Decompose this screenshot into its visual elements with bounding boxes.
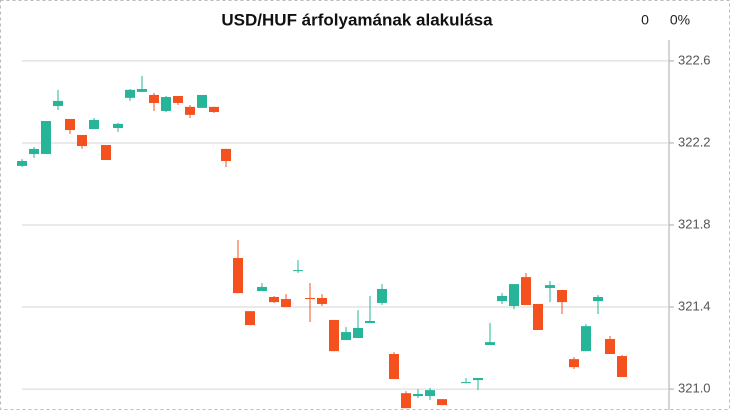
candle-body <box>521 277 531 305</box>
candle-body <box>485 342 495 345</box>
candle-body <box>473 378 483 381</box>
candle-body <box>101 145 111 160</box>
candle-body <box>605 339 615 355</box>
candle-body <box>509 284 519 307</box>
candle-body <box>341 332 351 341</box>
candle-body <box>413 394 423 397</box>
y-tick-label: 321.8 <box>678 216 711 231</box>
change-pct: 0% <box>670 12 690 28</box>
candle-body <box>437 399 447 406</box>
candle-body <box>269 296 279 303</box>
candle-body <box>257 286 267 292</box>
candle-body <box>461 382 471 384</box>
candle-body <box>377 288 387 303</box>
candle-body <box>53 100 63 107</box>
candle-body <box>497 295 507 302</box>
candle-body <box>281 299 291 308</box>
y-tick-label: 321.4 <box>678 298 711 313</box>
candle-body <box>569 359 579 368</box>
candle-body <box>221 148 231 162</box>
candle-body <box>245 311 255 326</box>
candle-body <box>125 89 135 98</box>
y-tick-label: 322.2 <box>678 134 711 149</box>
candle-body <box>401 393 411 409</box>
candle-body <box>65 118 75 131</box>
candle-body <box>581 326 591 352</box>
candle-body <box>389 354 399 380</box>
candle-body <box>293 270 303 272</box>
candle-body <box>305 298 315 300</box>
candle-body <box>353 327 363 339</box>
candle-body <box>161 97 171 111</box>
candle-body <box>329 319 339 352</box>
change: 0 <box>641 12 649 28</box>
candle-body <box>185 106 195 115</box>
candle-body <box>593 296 603 302</box>
candle-body <box>545 285 555 288</box>
candle-body <box>41 121 51 155</box>
candle-body <box>557 290 567 303</box>
candle-body <box>617 356 627 377</box>
candle-body <box>533 303 543 331</box>
candle-body <box>113 123 123 128</box>
candle-body <box>425 390 435 397</box>
candle-body <box>137 89 147 92</box>
candle-body <box>17 161 27 166</box>
candle-body <box>365 320 375 324</box>
candle-body <box>317 298 327 304</box>
candle-body <box>149 94 159 103</box>
candle-body <box>209 106 219 112</box>
candle-body <box>173 95 183 103</box>
y-tick-label: 321.0 <box>678 381 711 396</box>
candle-body <box>89 119 99 130</box>
candle-body <box>77 134 87 147</box>
candle-body <box>29 148 39 155</box>
candle-body <box>197 94 207 108</box>
y-tick-label: 322.6 <box>678 52 711 67</box>
candle-body <box>233 258 243 294</box>
chart-title: USD/HUF árfolyamának alakulása <box>221 10 493 29</box>
